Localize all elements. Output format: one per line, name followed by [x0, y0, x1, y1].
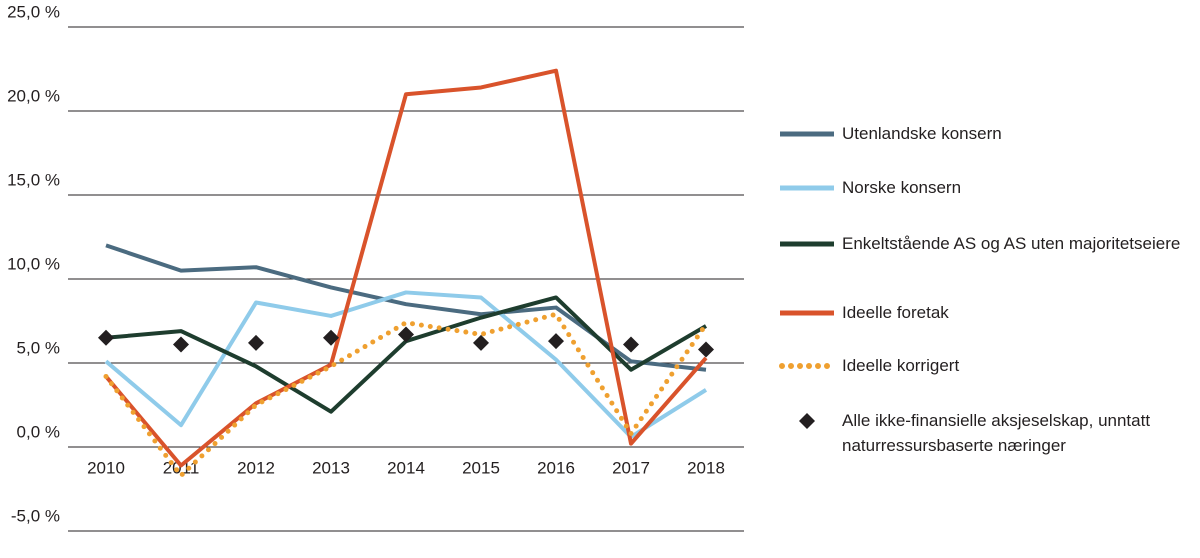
- legend-swatch: [799, 413, 815, 429]
- legend-marker: [799, 413, 815, 429]
- y-tick-label: 5,0 %: [17, 338, 60, 357]
- legend-label: Ideelle korrigert: [842, 356, 960, 375]
- marker: [398, 326, 414, 343]
- legend-swatch: [779, 363, 836, 369]
- marker: [473, 334, 489, 351]
- x-tick-label: 2015: [462, 458, 500, 477]
- series-line: [104, 68, 708, 468]
- series-line: [103, 311, 709, 479]
- x-tick-label: 2014: [387, 458, 425, 477]
- marker: [98, 329, 114, 346]
- x-tick-label: 2018: [687, 458, 725, 477]
- x-tick-label: 2017: [612, 458, 650, 477]
- legend-label: Norske konsern: [842, 178, 962, 197]
- series-line: [104, 290, 708, 439]
- marker: [623, 336, 639, 353]
- series-line: [105, 295, 708, 414]
- y-tick-label: 10,0 %: [7, 254, 60, 273]
- y-tick-label: 0,0 %: [17, 422, 60, 441]
- legend-swatch: [780, 310, 834, 316]
- marker: [248, 334, 264, 351]
- series-line: [105, 243, 707, 372]
- x-tick-label: 2016: [537, 458, 575, 477]
- x-tick-label: 2012: [237, 458, 275, 477]
- legend-label: Ideelle foretak: [842, 303, 949, 322]
- legend-swatch: [780, 241, 834, 247]
- marker: [548, 333, 564, 350]
- marker: [698, 341, 714, 358]
- legend-item: Alle ikke-finansielle aksjeselskap, unnt…: [778, 408, 1192, 458]
- marker: [323, 329, 339, 346]
- legend-swatch: [780, 131, 834, 137]
- legend-label: Utenlandske konsern: [842, 124, 1002, 143]
- legend-label: Alle ikke-finansielle aksjeselskap, unnt…: [842, 411, 1151, 455]
- marker: [173, 336, 189, 353]
- legend-item: Ideelle korrigert: [778, 353, 1192, 378]
- legend-item: Enkeltstående AS og AS uten majoritetsei…: [778, 231, 1192, 256]
- legend-swatch: [780, 185, 834, 191]
- legend-label: Enkeltstående AS og AS uten majoritetsei…: [842, 234, 1181, 253]
- x-tick-label: 2013: [312, 458, 350, 477]
- x-tick-label: 2010: [87, 458, 125, 477]
- y-tick-label: -5,0 %: [11, 506, 60, 525]
- legend-item: Norske konsern: [778, 175, 1192, 200]
- legend-item: Ideelle foretak: [778, 300, 1192, 325]
- y-tick-label: 15,0 %: [7, 170, 60, 189]
- y-tick-label: 25,0 %: [7, 2, 60, 21]
- legend-item: Utenlandske konsern: [778, 121, 1192, 146]
- y-tick-label: 20,0 %: [7, 86, 60, 105]
